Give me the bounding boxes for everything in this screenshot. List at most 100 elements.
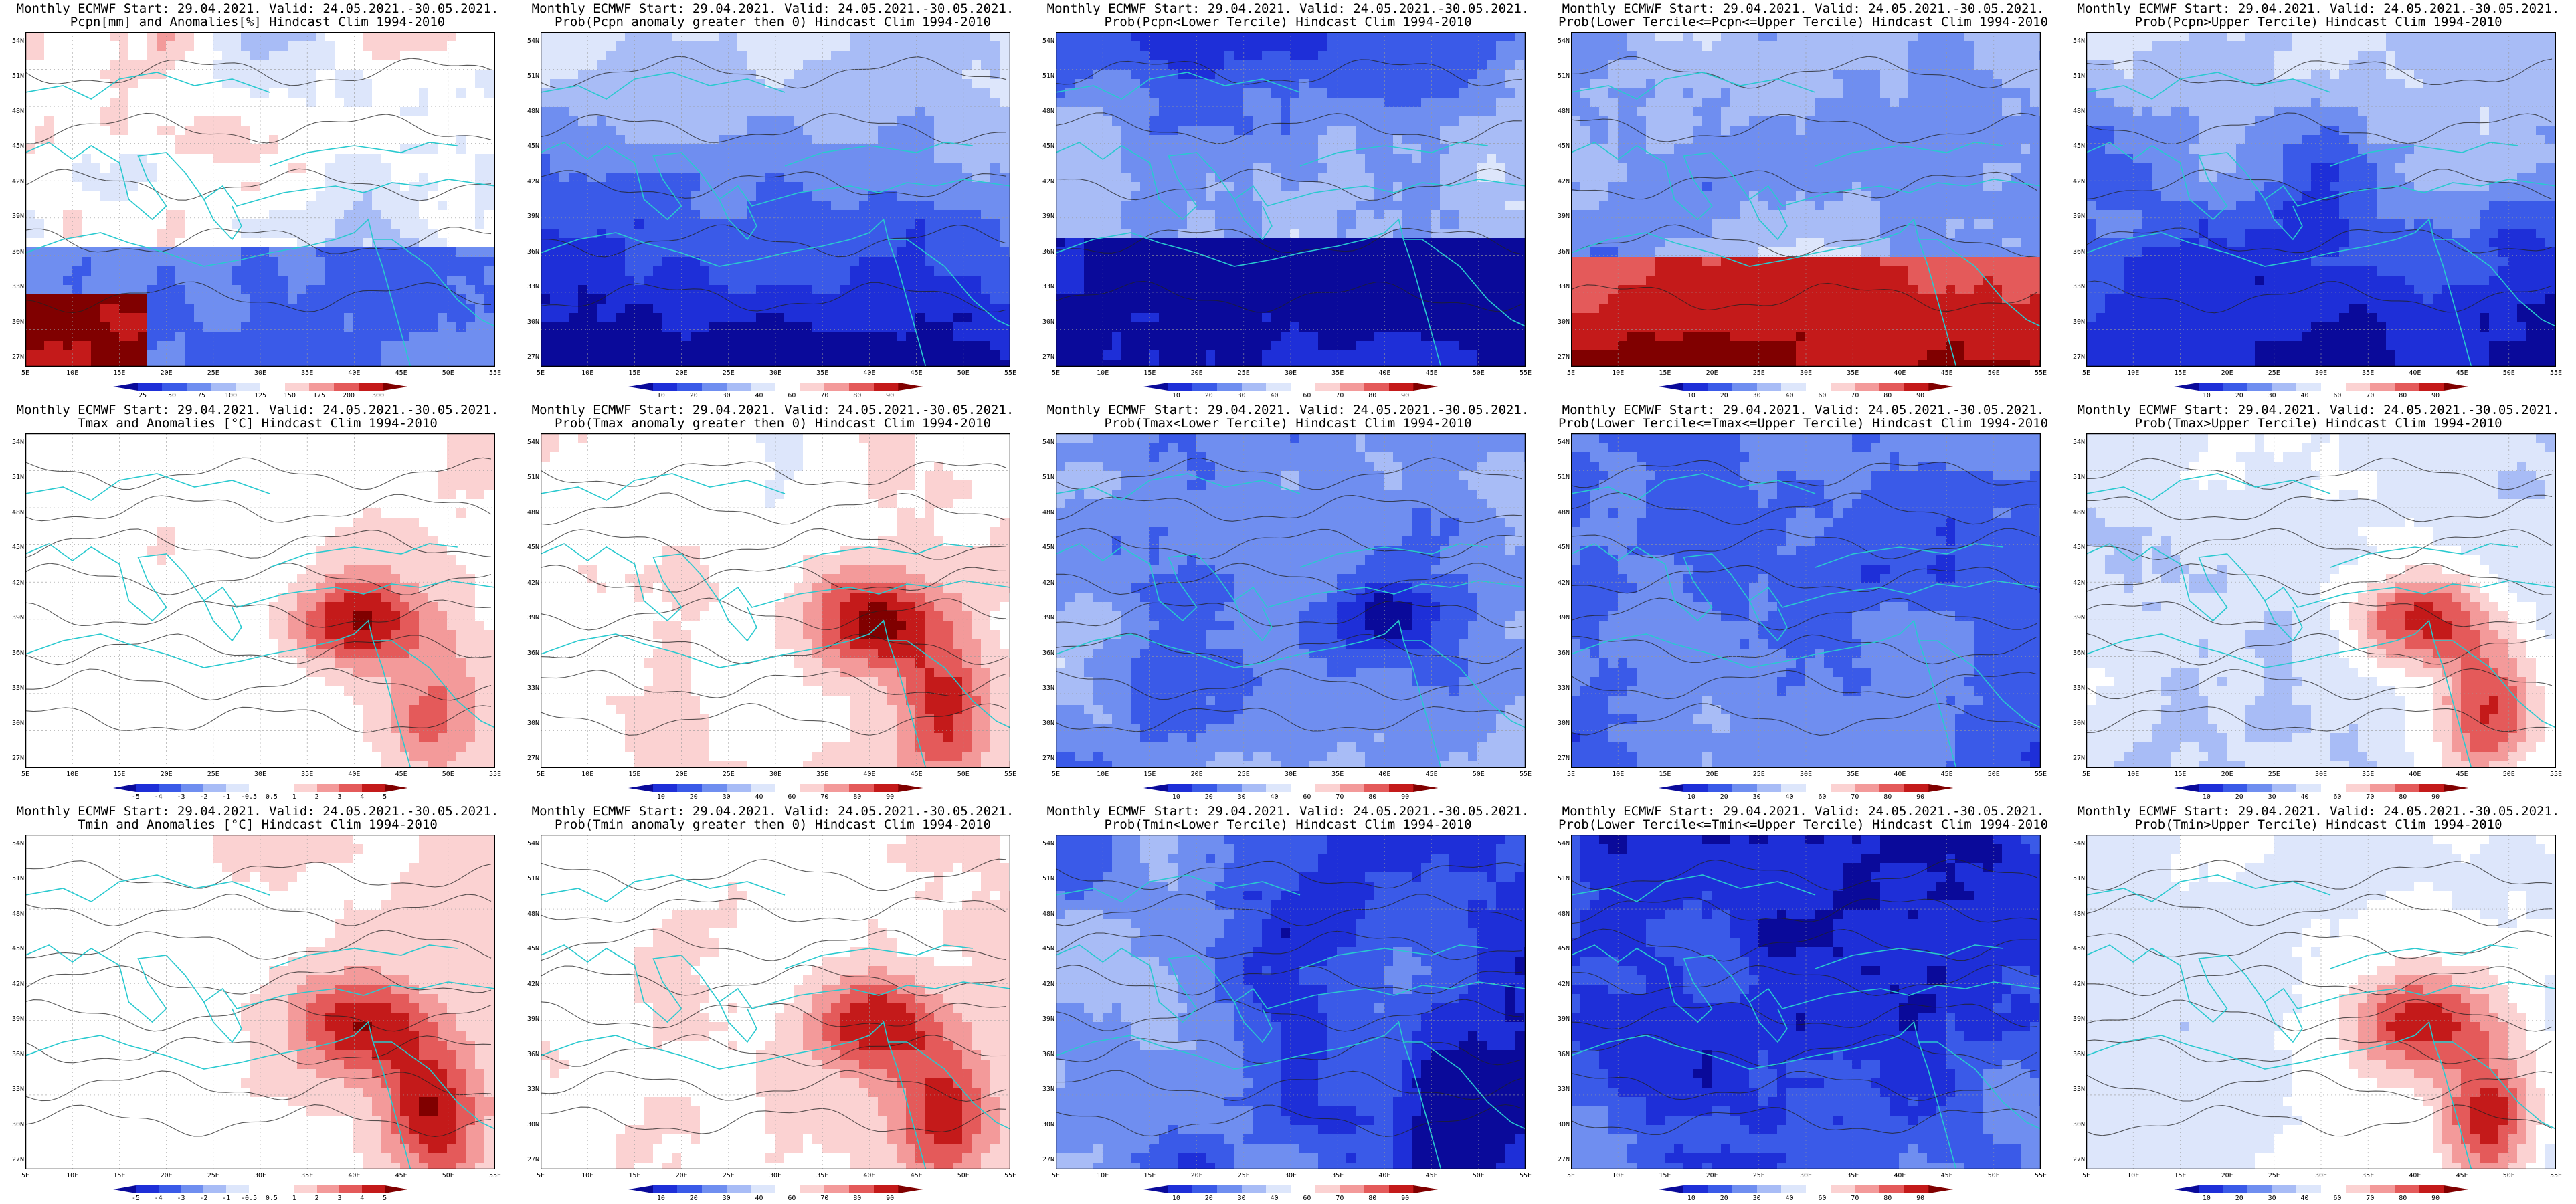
lat-label: 30N: [2062, 318, 2085, 326]
colorbar-tick-label: 30: [713, 1195, 740, 1203]
colorbar-tick-label: 70: [1326, 1195, 1353, 1203]
lat-label: 36N: [517, 248, 539, 256]
colorbar-swatch: [1806, 383, 1831, 391]
lat-label: 45N: [1032, 544, 1054, 552]
lon-label: 25E: [1746, 771, 1772, 779]
colorbar-swatch: [2198, 1185, 2223, 1193]
coastline: [719, 199, 757, 241]
colorbar-tick-label: 60: [1809, 793, 1835, 801]
lat-label: 42N: [2062, 178, 2085, 186]
lat-label: 45N: [2062, 544, 2085, 552]
panel-header: Monthly ECMWF Start: 29.04.2021. Valid: …: [1546, 403, 2061, 417]
panel-header: Monthly ECMWF Start: 29.04.2021. Valid: …: [2061, 403, 2576, 417]
panel-title: Prob(Lower Tercile<=Tmin<=Upper Tercile)…: [1546, 817, 2061, 832]
colorbar-swatch: [775, 1185, 801, 1193]
lat-label: 48N: [1, 509, 24, 517]
isoline: [2086, 227, 2553, 254]
lat-label: 39N: [1, 1015, 24, 1023]
map-svg: [1056, 433, 1526, 768]
lat-label: 48N: [2062, 509, 2085, 517]
colorbar-swatch: [726, 784, 751, 792]
colorbar-tick-label: 10: [648, 392, 674, 400]
colorbar-swatch: [1683, 383, 1708, 391]
lat-label: 54N: [1547, 37, 1570, 45]
lon-label: 15E: [1651, 771, 1678, 779]
lon-label: 5E: [2073, 369, 2100, 377]
colorbar-tick-label: 10: [1678, 793, 1705, 801]
colorbar-swatch: [249, 1185, 272, 1193]
isoline: [1056, 1070, 1522, 1101]
colorbar-swatch: [2395, 1185, 2420, 1193]
colorbar-swatch: [1340, 383, 1365, 391]
colorbar-tick-label: 5: [371, 793, 398, 801]
isoline: [2086, 930, 2553, 959]
lon-label: 30E: [762, 369, 789, 377]
lon-label: 25E: [200, 1172, 227, 1180]
map-svg: [1056, 835, 1526, 1169]
colorbar-swatch: [824, 1185, 850, 1193]
isoline: [1571, 56, 2037, 89]
coastline: [2433, 640, 2556, 728]
lon-label: 55E: [2543, 771, 2569, 779]
coastline: [2433, 239, 2556, 327]
colorbar-swatch: [2345, 1185, 2371, 1193]
colorbar-swatch: [1928, 784, 1954, 792]
colorbar-tick-label: 3: [326, 793, 353, 801]
lat-label: 36N: [1, 649, 24, 658]
colorbar-swatch: [158, 1185, 182, 1193]
isoline: [541, 928, 1007, 961]
lon-label: 30E: [1792, 1172, 1819, 1180]
map-plot: [541, 433, 1010, 768]
isoline: [1056, 633, 1522, 665]
lat-label: 36N: [1032, 248, 1054, 256]
map-panel: Monthly ECMWF Start: 29.04.2021. Valid: …: [2061, 0, 2576, 401]
lat-label: 33N: [1547, 1086, 1570, 1094]
panel-header: Monthly ECMWF Start: 29.04.2021. Valid: …: [1546, 1, 2061, 16]
lon-label: 15E: [1136, 369, 1163, 377]
map-panel: Monthly ECMWF Start: 29.04.2021. Valid: …: [515, 803, 1030, 1204]
colorbar-tick-label: 30: [713, 793, 740, 801]
lon-label: 20E: [2214, 771, 2241, 779]
isoline: [1571, 896, 2037, 924]
colorbar-swatch: [702, 784, 727, 792]
lat-label: 30N: [1032, 1121, 1054, 1129]
colorbar-tick-label: 70: [1841, 392, 1868, 400]
colorbar-tick-label: 2: [304, 793, 331, 801]
colorbar-tick-label: 80: [1359, 793, 1386, 801]
coastline: [1056, 874, 1301, 902]
isoline: [1056, 227, 1522, 255]
colorbar-swatch: [775, 784, 801, 792]
colorbar-tick-label: 175: [306, 392, 333, 400]
colorbar-swatch: [1904, 383, 1929, 391]
isoline: [1056, 600, 1522, 629]
colorbar-swatch: [113, 1185, 136, 1193]
coastline: [541, 944, 1010, 1023]
lat-label: 45N: [2062, 945, 2085, 953]
colorbar-swatch: [339, 1185, 363, 1193]
colorbar-swatch: [2223, 383, 2248, 391]
colorbar-swatch: [135, 1185, 159, 1193]
coastline: [2330, 543, 2518, 568]
lat-label: 54N: [1547, 840, 1570, 848]
colorbar-swatch: [628, 784, 654, 792]
colorbar-swatch: [1192, 784, 1218, 792]
lat-label: 30N: [1, 318, 24, 326]
colorbar-swatch: [1315, 1185, 1340, 1193]
colorbar-swatch: [1291, 784, 1316, 792]
colorbar-swatch: [135, 784, 159, 792]
isoline: [1056, 280, 1522, 313]
colorbar-swatch: [2419, 784, 2444, 792]
lat-label: 42N: [1032, 981, 1054, 989]
lon-label: 10E: [1089, 771, 1116, 779]
colorbar-swatch: [1291, 1185, 1316, 1193]
lon-label: 35E: [2355, 369, 2381, 377]
isoline: [25, 599, 492, 628]
lon-label: 20E: [668, 369, 695, 377]
lon-label: 50E: [1981, 771, 2007, 779]
colorbar-swatch: [158, 784, 182, 792]
lon-label: 50E: [435, 771, 462, 779]
lon-label: 35E: [2355, 771, 2381, 779]
lat-label: 36N: [1547, 1051, 1570, 1059]
lat-label: 45N: [517, 142, 539, 150]
colorbar-swatch: [628, 383, 654, 391]
